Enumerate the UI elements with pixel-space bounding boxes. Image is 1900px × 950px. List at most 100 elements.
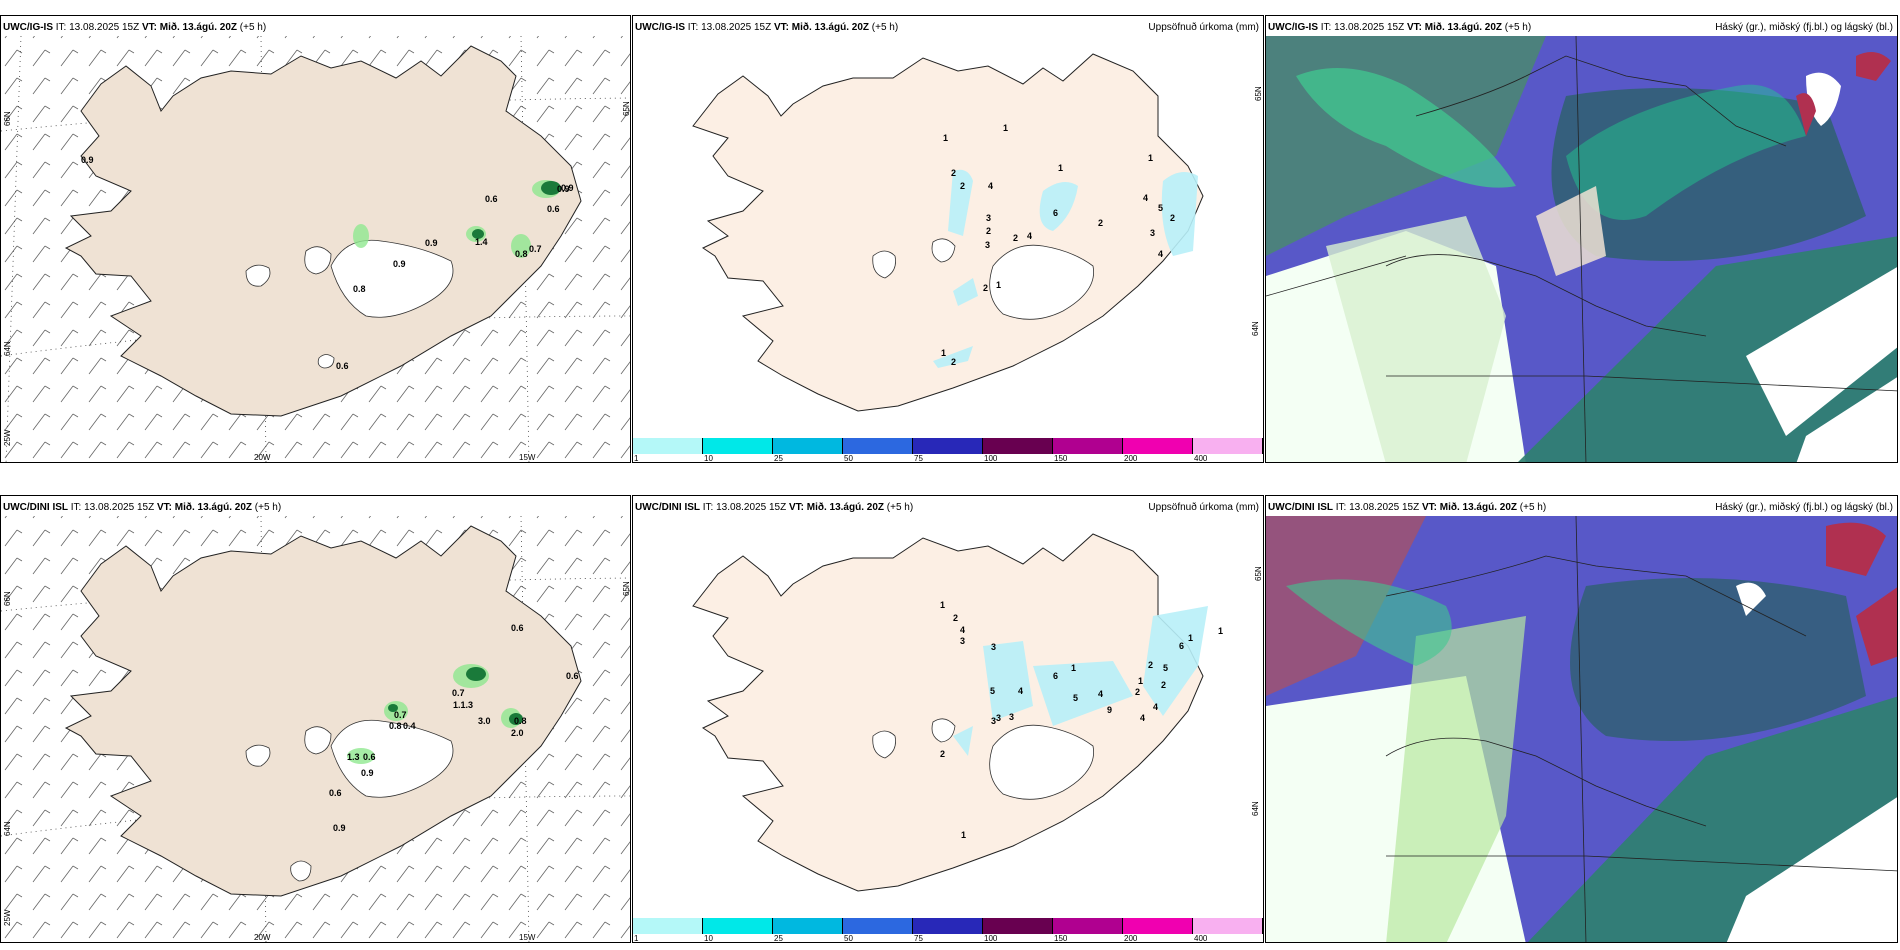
colorbar-segment xyxy=(983,918,1053,934)
precip-label: 2 xyxy=(940,749,945,759)
precip-label: 1 xyxy=(961,830,966,840)
precip-label: 3 xyxy=(996,713,1001,723)
value-label: 1.4 xyxy=(475,237,488,247)
value-label: 0.7 xyxy=(529,244,542,254)
colorbar-tick: 200 xyxy=(1124,454,1138,463)
lat-label: 66N xyxy=(3,111,12,126)
colorbar-segment xyxy=(703,438,773,454)
colorbar-tick: 150 xyxy=(1054,934,1068,943)
precip-colorbar: 1 10 25 50 75 100 150 200 400 xyxy=(633,438,1263,462)
panel-subtitle: Uppsöfnuð úrkoma (mm) xyxy=(1148,22,1259,33)
value-label: 0.8 xyxy=(389,721,402,731)
precip-label: 3 xyxy=(1009,712,1014,722)
panel-clouds-bottom: UWC/DINI ISL IT: 13.08.2025 15Z VT: Mið.… xyxy=(1265,495,1898,943)
colorbar-segment xyxy=(703,918,773,934)
precip-label: 2 xyxy=(960,181,965,191)
precip-label: 5 xyxy=(1163,663,1168,673)
precip-label: 3 xyxy=(991,716,996,726)
precip-label: 2 xyxy=(1098,218,1103,228)
precip-label: 1 xyxy=(940,600,945,610)
lon-label: 15W xyxy=(519,933,536,942)
lon-label: 20W xyxy=(254,453,271,462)
colorbar-tick: 10 xyxy=(704,934,713,943)
value-label: 0.8 xyxy=(515,249,528,259)
colorbar-tick: 25 xyxy=(774,934,783,943)
value-label: 0.9 xyxy=(557,184,570,194)
precip-label: 4 xyxy=(1158,249,1163,259)
value-label: 0.9 xyxy=(361,768,374,778)
lon-label: 15W xyxy=(519,453,536,462)
precip-label: 2 xyxy=(983,283,988,293)
precip-label: 2 xyxy=(951,168,956,178)
panel-title: UWC/IG-IS IT: 13.08.2025 15Z VT: Mið. 13… xyxy=(3,22,267,33)
precip-label: 3 xyxy=(1150,228,1155,238)
precip-label: 1 xyxy=(996,280,1001,290)
lat-label: 25W xyxy=(3,429,12,446)
value-label: 2.0 xyxy=(511,728,524,738)
colorbar-tick: 400 xyxy=(1194,454,1208,463)
value-label: 0.8 xyxy=(514,716,527,726)
precip-label: 4 xyxy=(1098,689,1103,699)
precip-label: 1 xyxy=(943,133,948,143)
precip-colorbar: 1 10 25 50 75 100 150 200 400 xyxy=(633,918,1263,942)
precip-label: 6 xyxy=(1179,641,1184,651)
colorbar-segment xyxy=(1123,438,1193,454)
colorbar-tick: 400 xyxy=(1194,934,1208,943)
precip-label: 3 xyxy=(985,240,990,250)
panel-title: UWC/IG-IS IT: 13.08.2025 15Z VT: Mið. 13… xyxy=(1268,22,1532,33)
precip-label: 5 xyxy=(1073,693,1078,703)
precip-label: 9 xyxy=(1107,705,1112,715)
colorbar-tick: 150 xyxy=(1054,454,1068,463)
precip-label: 3 xyxy=(960,636,965,646)
iceland-landmass xyxy=(692,53,1204,412)
panel-precip-bottom: UWC/DINI ISL IT: 13.08.2025 15Z VT: Mið.… xyxy=(632,495,1264,943)
precip-label: 2 xyxy=(1161,680,1166,690)
colorbar-segment xyxy=(1193,918,1263,934)
lat-label: 25W xyxy=(3,909,12,926)
colorbar-segment xyxy=(843,918,913,934)
colorbar-segment xyxy=(1193,438,1263,454)
panel-title: UWC/DINI ISL IT: 13.08.2025 15Z VT: Mið.… xyxy=(635,502,914,513)
value-label: 1.1.3 xyxy=(453,700,473,710)
colorbar-tick: 50 xyxy=(844,934,853,943)
colorbar-segment xyxy=(983,438,1053,454)
colorbar-segment xyxy=(913,918,983,934)
lon-label: 20W xyxy=(254,933,271,942)
lat-label: 64N xyxy=(1251,801,1260,816)
colorbar-tick: 100 xyxy=(984,934,998,943)
precip-label: 4 xyxy=(988,181,993,191)
iceland-landmass xyxy=(64,45,582,417)
value-label: 3.0 xyxy=(478,716,491,726)
precip-label: 2 xyxy=(951,357,956,367)
colorbar-segment xyxy=(633,918,703,934)
precip-map: 1 1 1 1 2 2 4 3 2 3 2 4 6 2 4 5 2 3 4 2 … xyxy=(692,53,1263,412)
value-label: 0.9 xyxy=(561,183,574,193)
precip-label: 2 xyxy=(1148,660,1153,670)
cloud-map xyxy=(1266,35,1897,462)
value-label: 0.8 xyxy=(353,284,366,294)
colorbar-segment xyxy=(773,918,843,934)
precip-label: 4 xyxy=(1140,713,1145,723)
lat-label: 64N xyxy=(3,341,12,356)
colorbar-segment xyxy=(633,438,703,454)
panel-subtitle: Háský (gr.), miðský (fj.bl.) og lágský (… xyxy=(1715,22,1893,33)
panel-precip-top: UWC/IG-IS IT: 13.08.2025 15Z VT: Mið. 13… xyxy=(632,15,1264,463)
value-label: 0.7 xyxy=(452,688,465,698)
colorbar-tick: 200 xyxy=(1124,934,1138,943)
lat-label: 64N xyxy=(3,821,12,836)
precip-label: 4 xyxy=(1143,193,1148,203)
panel-wind-bottom-left: UWC/DINI ISL IT: 13.08.2025 15Z VT: Mið.… xyxy=(0,495,631,943)
colorbar-segment xyxy=(913,438,983,454)
value-label: 0.6 xyxy=(511,623,524,633)
colorbar-segment xyxy=(773,438,843,454)
panel-title: UWC/DINI ISL IT: 13.08.2025 15Z VT: Mið.… xyxy=(3,502,282,513)
colorbar-segment xyxy=(1053,438,1123,454)
precip-label: 1 xyxy=(1148,153,1153,163)
precip-label: 5 xyxy=(990,686,995,696)
value-label: 0.9 xyxy=(333,823,346,833)
cloud-map xyxy=(1266,515,1897,942)
value-label: 0.9 xyxy=(393,259,406,269)
lat-label: 65N xyxy=(1254,566,1263,581)
precip-label: 1 xyxy=(1138,676,1143,686)
precip-label: 2 xyxy=(986,226,991,236)
